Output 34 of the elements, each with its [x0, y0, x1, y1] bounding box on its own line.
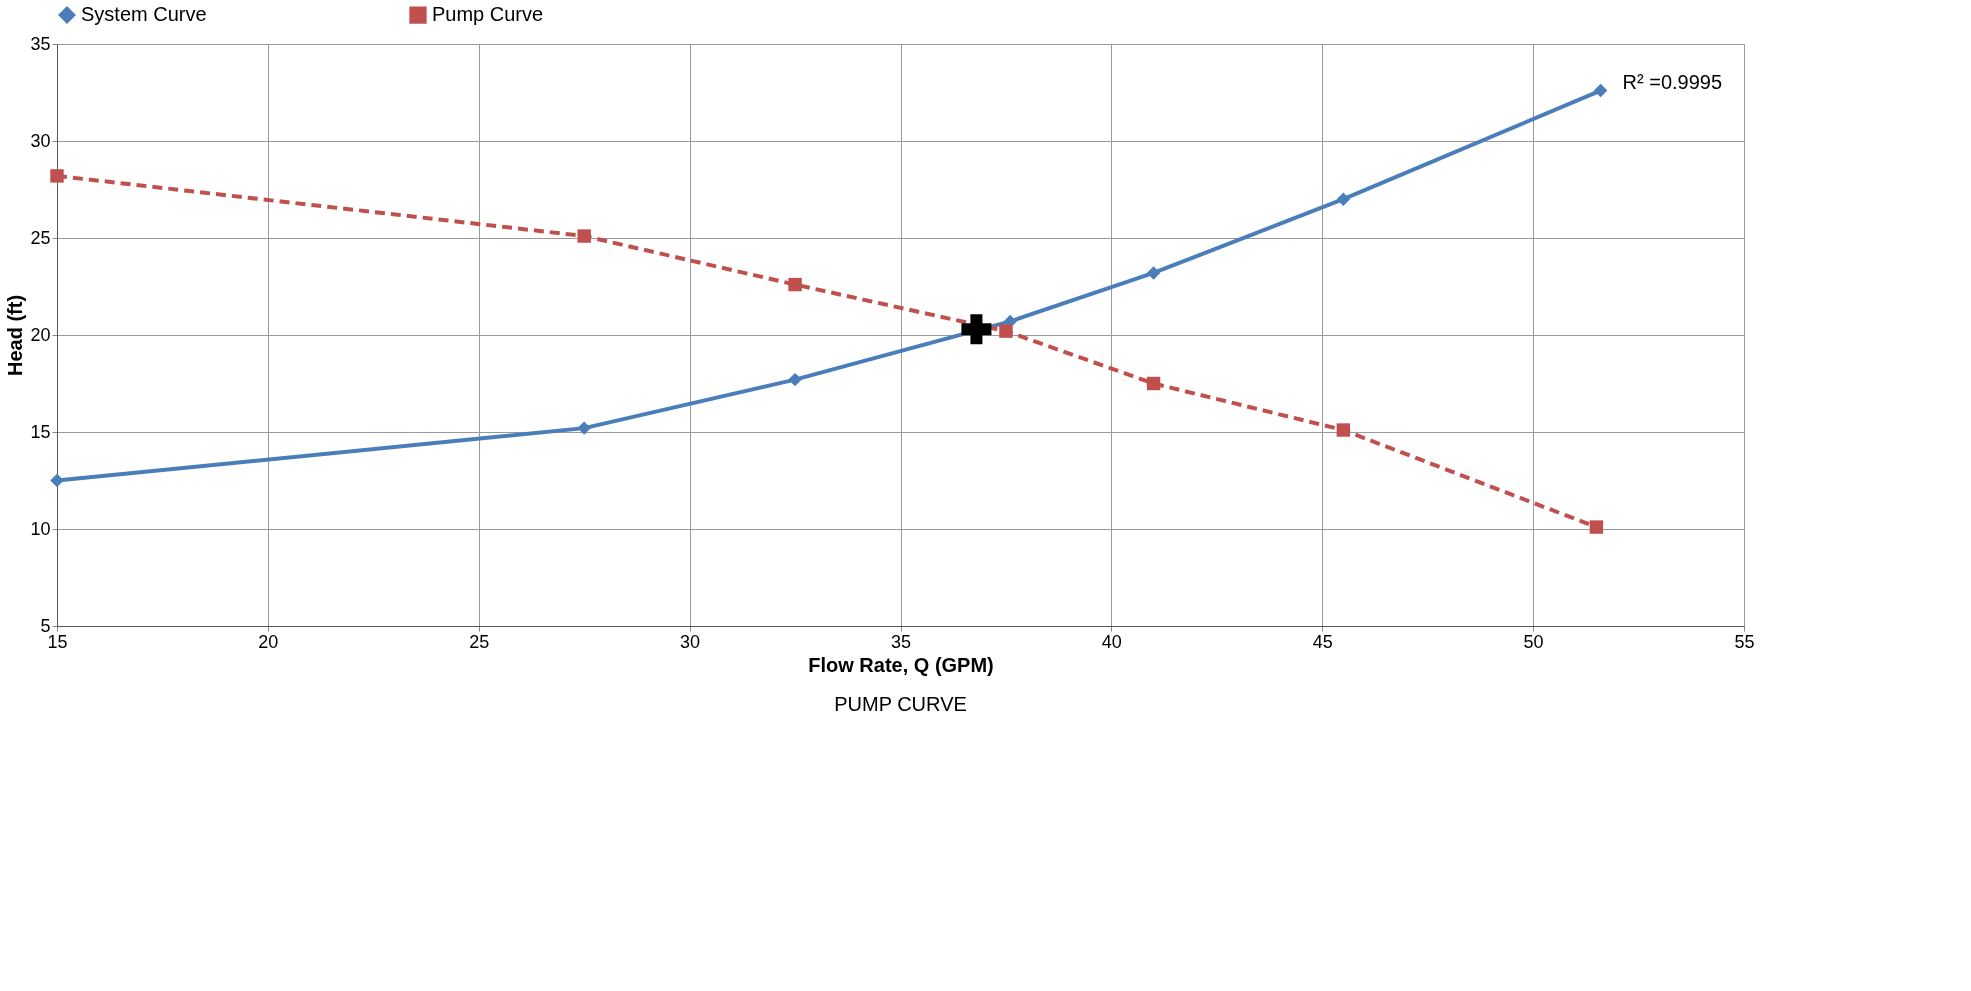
point [50, 473, 64, 488]
x-tick-label: 50 [1523, 631, 1544, 652]
point [999, 324, 1013, 338]
legend-label: Pump Curve [432, 3, 544, 26]
x-tick-label: 20 [258, 631, 279, 652]
x-axis-title: Flow Rate, Q (GPM) [808, 653, 994, 676]
point [1336, 192, 1351, 206]
point [577, 421, 591, 435]
y-tick-label: 15 [30, 421, 51, 442]
point [50, 169, 64, 183]
point [961, 314, 992, 345]
point [788, 372, 802, 387]
x-tick-label: 35 [890, 631, 912, 652]
point [1146, 376, 1161, 391]
x-tick-label: 40 [1101, 631, 1122, 652]
x-tick-label: 25 [469, 631, 490, 652]
point [577, 229, 591, 243]
x-tick-label: 30 [680, 631, 701, 652]
x-tick-label: 55 [1734, 631, 1755, 652]
text: PUMP CURVE [834, 693, 967, 715]
annotation: R² =0.9995 [1622, 70, 1723, 93]
x-tick-label: 45 [1312, 631, 1333, 652]
y-tick-label: 10 [30, 518, 51, 539]
legend-label: System Curve [81, 3, 207, 26]
point [1593, 83, 1608, 98]
y-tick-label: 35 [30, 33, 51, 54]
point [788, 277, 802, 292]
point [1336, 423, 1351, 437]
y-tick-label: 20 [30, 324, 51, 345]
point [1589, 520, 1604, 534]
y-tick-label: 30 [30, 130, 51, 151]
point [1146, 266, 1161, 280]
y-tick-label: 25 [30, 227, 51, 248]
y-axis-title: Head (ft) [4, 294, 27, 377]
